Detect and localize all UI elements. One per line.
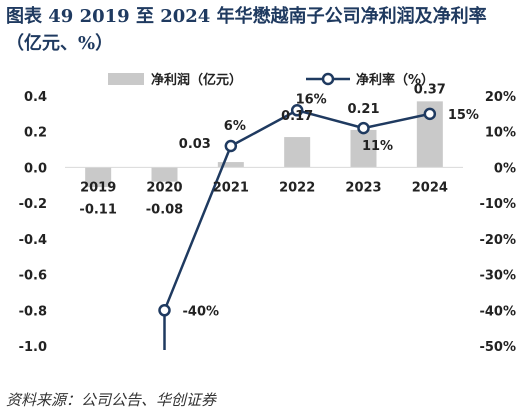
right-tick-label: 20% xyxy=(485,90,516,105)
legend-swatch-bar xyxy=(108,73,144,85)
bar-value-label: 0.21 xyxy=(347,102,379,117)
left-tick-label: -0.8 xyxy=(19,304,47,319)
margin-point-2023 xyxy=(357,121,370,135)
margin-point-2020 xyxy=(158,304,171,317)
left-tick-label: 0.2 xyxy=(24,126,47,141)
x-tick-label: 2020 xyxy=(146,180,182,195)
margin-value-label: 16% xyxy=(296,92,327,107)
left-axis: 0.4 0.2 0.0 -0.2 -0.4 -0.6 -0.8 -1.0 xyxy=(19,90,47,355)
bar-2023 xyxy=(350,129,377,168)
bar-2020 xyxy=(151,167,178,182)
left-tick-label: 0.0 xyxy=(24,161,47,176)
left-tick-label: -0.4 xyxy=(19,233,47,248)
line-series xyxy=(158,104,437,350)
margin-value-label: -40% xyxy=(183,304,220,319)
bar-value-label: 0.17 xyxy=(281,109,313,124)
legend-label-line: 净利率（%） xyxy=(356,72,434,88)
legend: 净利润（亿元） 净利率（%） xyxy=(108,72,434,88)
right-tick-label: -20% xyxy=(479,233,516,248)
x-axis-ticks: 2019 2020 2021 2022 2023 2024 xyxy=(80,180,448,195)
left-tick-label: -0.2 xyxy=(19,197,47,212)
bar-value-label: -0.08 xyxy=(146,202,183,217)
right-tick-label: -30% xyxy=(479,269,516,284)
x-tick-label: 2021 xyxy=(213,180,249,195)
chart-title: 图表 49 2019 至 2024 年华懋越南子公司净利润及净利率（亿元、%） xyxy=(6,6,487,54)
bar-2019 xyxy=(85,167,112,188)
legend-label-bar: 净利润（亿元） xyxy=(151,72,242,88)
bar-value-label: 0.03 xyxy=(179,137,211,152)
right-tick-label: 0% xyxy=(494,161,516,176)
right-tick-label: -10% xyxy=(479,197,516,212)
right-tick-label: -50% xyxy=(479,340,516,355)
bar-2022 xyxy=(284,137,311,168)
x-tick-label: 2023 xyxy=(345,180,381,195)
margin-point-2022 xyxy=(290,104,304,117)
margin-line xyxy=(163,109,431,350)
bar-2021 xyxy=(217,162,244,168)
plot-area xyxy=(65,60,463,348)
bar-value-label: -0.11 xyxy=(79,202,116,217)
margin-point-2024 xyxy=(423,107,437,121)
data-labels: -0.11 -0.08 0.03 0.17 0.21 0.37 -40% 6% 16% 11% 15… xyxy=(79,82,479,319)
margin-value-label: 15% xyxy=(448,108,479,123)
bar-value-label: 0.37 xyxy=(414,82,446,97)
left-tick-label: -1.0 xyxy=(19,340,47,355)
source-note: 资料来源：公司公告、华创证券 xyxy=(6,391,217,409)
right-tick-label: 10% xyxy=(485,126,516,141)
left-tick-label: 0.4 xyxy=(24,90,47,105)
margin-value-label: 6% xyxy=(224,119,246,134)
x-tick-label: 2019 xyxy=(80,180,116,195)
margin-point-2021 xyxy=(224,139,238,153)
legend-marker-line xyxy=(321,72,335,86)
left-tick-label: -0.6 xyxy=(19,269,47,284)
right-axis: 20% 10% 0% -10% -20% -30% -40% -50% xyxy=(479,90,516,355)
right-tick-label: -40% xyxy=(479,304,516,319)
x-tick-label: 2022 xyxy=(279,180,315,195)
margin-value-label: 11% xyxy=(362,139,393,154)
x-tick-label: 2024 xyxy=(412,180,448,195)
